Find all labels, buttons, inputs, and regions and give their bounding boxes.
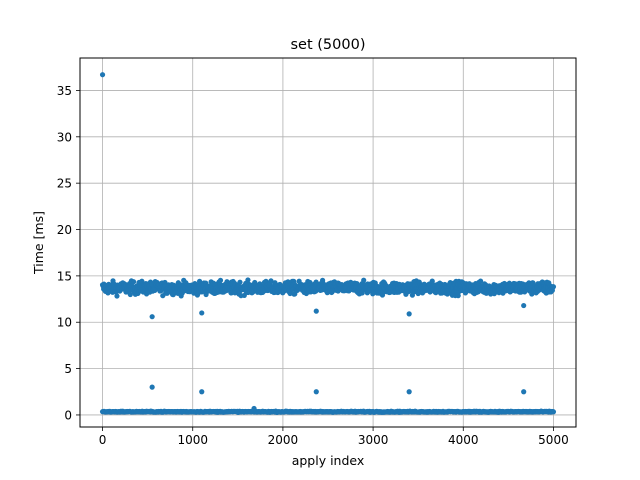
data-point — [268, 278, 274, 284]
plot-frame — [79, 57, 577, 428]
y-tick-label: 0 — [64, 408, 72, 422]
series-band — [99, 408, 557, 415]
data-point — [406, 389, 412, 395]
data-point — [241, 292, 247, 299]
data-point — [127, 291, 133, 298]
data-point — [130, 279, 137, 285]
data-point — [245, 277, 251, 283]
data-point — [237, 279, 243, 285]
y-tick-label: 10 — [57, 316, 72, 330]
x-tick-label: 1000 — [177, 433, 208, 447]
data-point — [272, 280, 278, 286]
data-point — [521, 302, 527, 309]
x-tick-label: 0 — [99, 433, 107, 447]
data-point — [406, 311, 412, 317]
y-tick-label: 20 — [57, 223, 72, 237]
grid-lines — [80, 58, 576, 427]
y-tick-label: 35 — [57, 84, 72, 98]
data-point — [313, 308, 319, 314]
data-point — [361, 277, 367, 283]
data-point — [477, 278, 484, 284]
y-axis-label: Time [ms] — [31, 211, 46, 275]
y-tick-label: 15 — [57, 269, 72, 283]
x-tick-label: 5000 — [538, 433, 569, 447]
y-tick-label: 25 — [57, 177, 72, 191]
data-point — [199, 310, 205, 316]
data-point — [251, 405, 257, 412]
data-points — [99, 72, 557, 415]
data-point — [521, 389, 527, 395]
data-point — [217, 277, 224, 283]
data-point — [199, 389, 205, 395]
data-point — [149, 384, 155, 390]
chart-title: set (5000) — [291, 37, 366, 53]
data-point — [114, 293, 120, 299]
data-point — [550, 409, 557, 415]
data-point — [99, 72, 106, 78]
x-tick-label: 2000 — [268, 433, 299, 447]
series-band — [99, 277, 557, 299]
x-tick-label: 3000 — [358, 433, 389, 447]
data-point — [149, 314, 155, 320]
outlier-points — [99, 72, 527, 412]
data-point — [313, 389, 319, 395]
y-tick-label: 30 — [57, 130, 72, 144]
y-tick-label: 5 — [64, 362, 72, 376]
axis-ticks: 0 1000 2000 3000 4000 5000 0 5 10 15 20 25 30 35 — [57, 84, 569, 447]
x-tick-label: 4000 — [448, 433, 479, 447]
data-point — [550, 284, 557, 290]
x-axis-label: apply index — [292, 453, 365, 468]
